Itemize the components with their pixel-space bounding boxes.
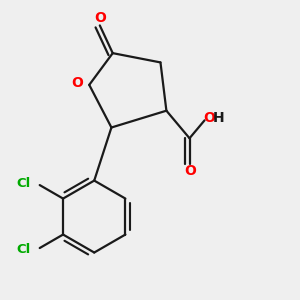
Text: O: O xyxy=(71,76,83,90)
Text: O: O xyxy=(185,164,197,178)
Text: O: O xyxy=(203,111,215,125)
Text: H: H xyxy=(212,111,224,125)
Text: O: O xyxy=(94,11,106,25)
Text: Cl: Cl xyxy=(16,178,31,190)
Text: Cl: Cl xyxy=(16,243,31,256)
